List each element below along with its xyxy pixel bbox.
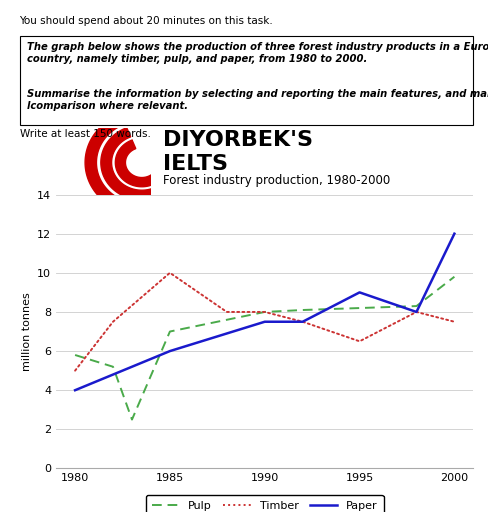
Text: Forest industry production, 1980-2000: Forest industry production, 1980-2000 (163, 174, 391, 187)
Text: Summarise the information by selecting and reporting the main features, and make: Summarise the information by selecting a… (27, 89, 488, 111)
Polygon shape (115, 140, 166, 187)
Y-axis label: million tonnes: million tonnes (21, 292, 32, 371)
Legend: Pulp, Timber, Paper: Pulp, Timber, Paper (146, 495, 384, 512)
Polygon shape (85, 114, 195, 215)
Text: IELTS: IELTS (163, 154, 228, 174)
Text: DIYORBEK'S: DIYORBEK'S (163, 130, 313, 150)
Text: You should spend about 20 minutes on this task.: You should spend about 20 minutes on thi… (20, 16, 273, 27)
Text: Write at least 150 words.: Write at least 150 words. (20, 129, 150, 139)
Text: The graph below shows the production of three forest industry products in a Euro: The graph below shows the production of … (27, 42, 488, 63)
Polygon shape (101, 128, 180, 200)
